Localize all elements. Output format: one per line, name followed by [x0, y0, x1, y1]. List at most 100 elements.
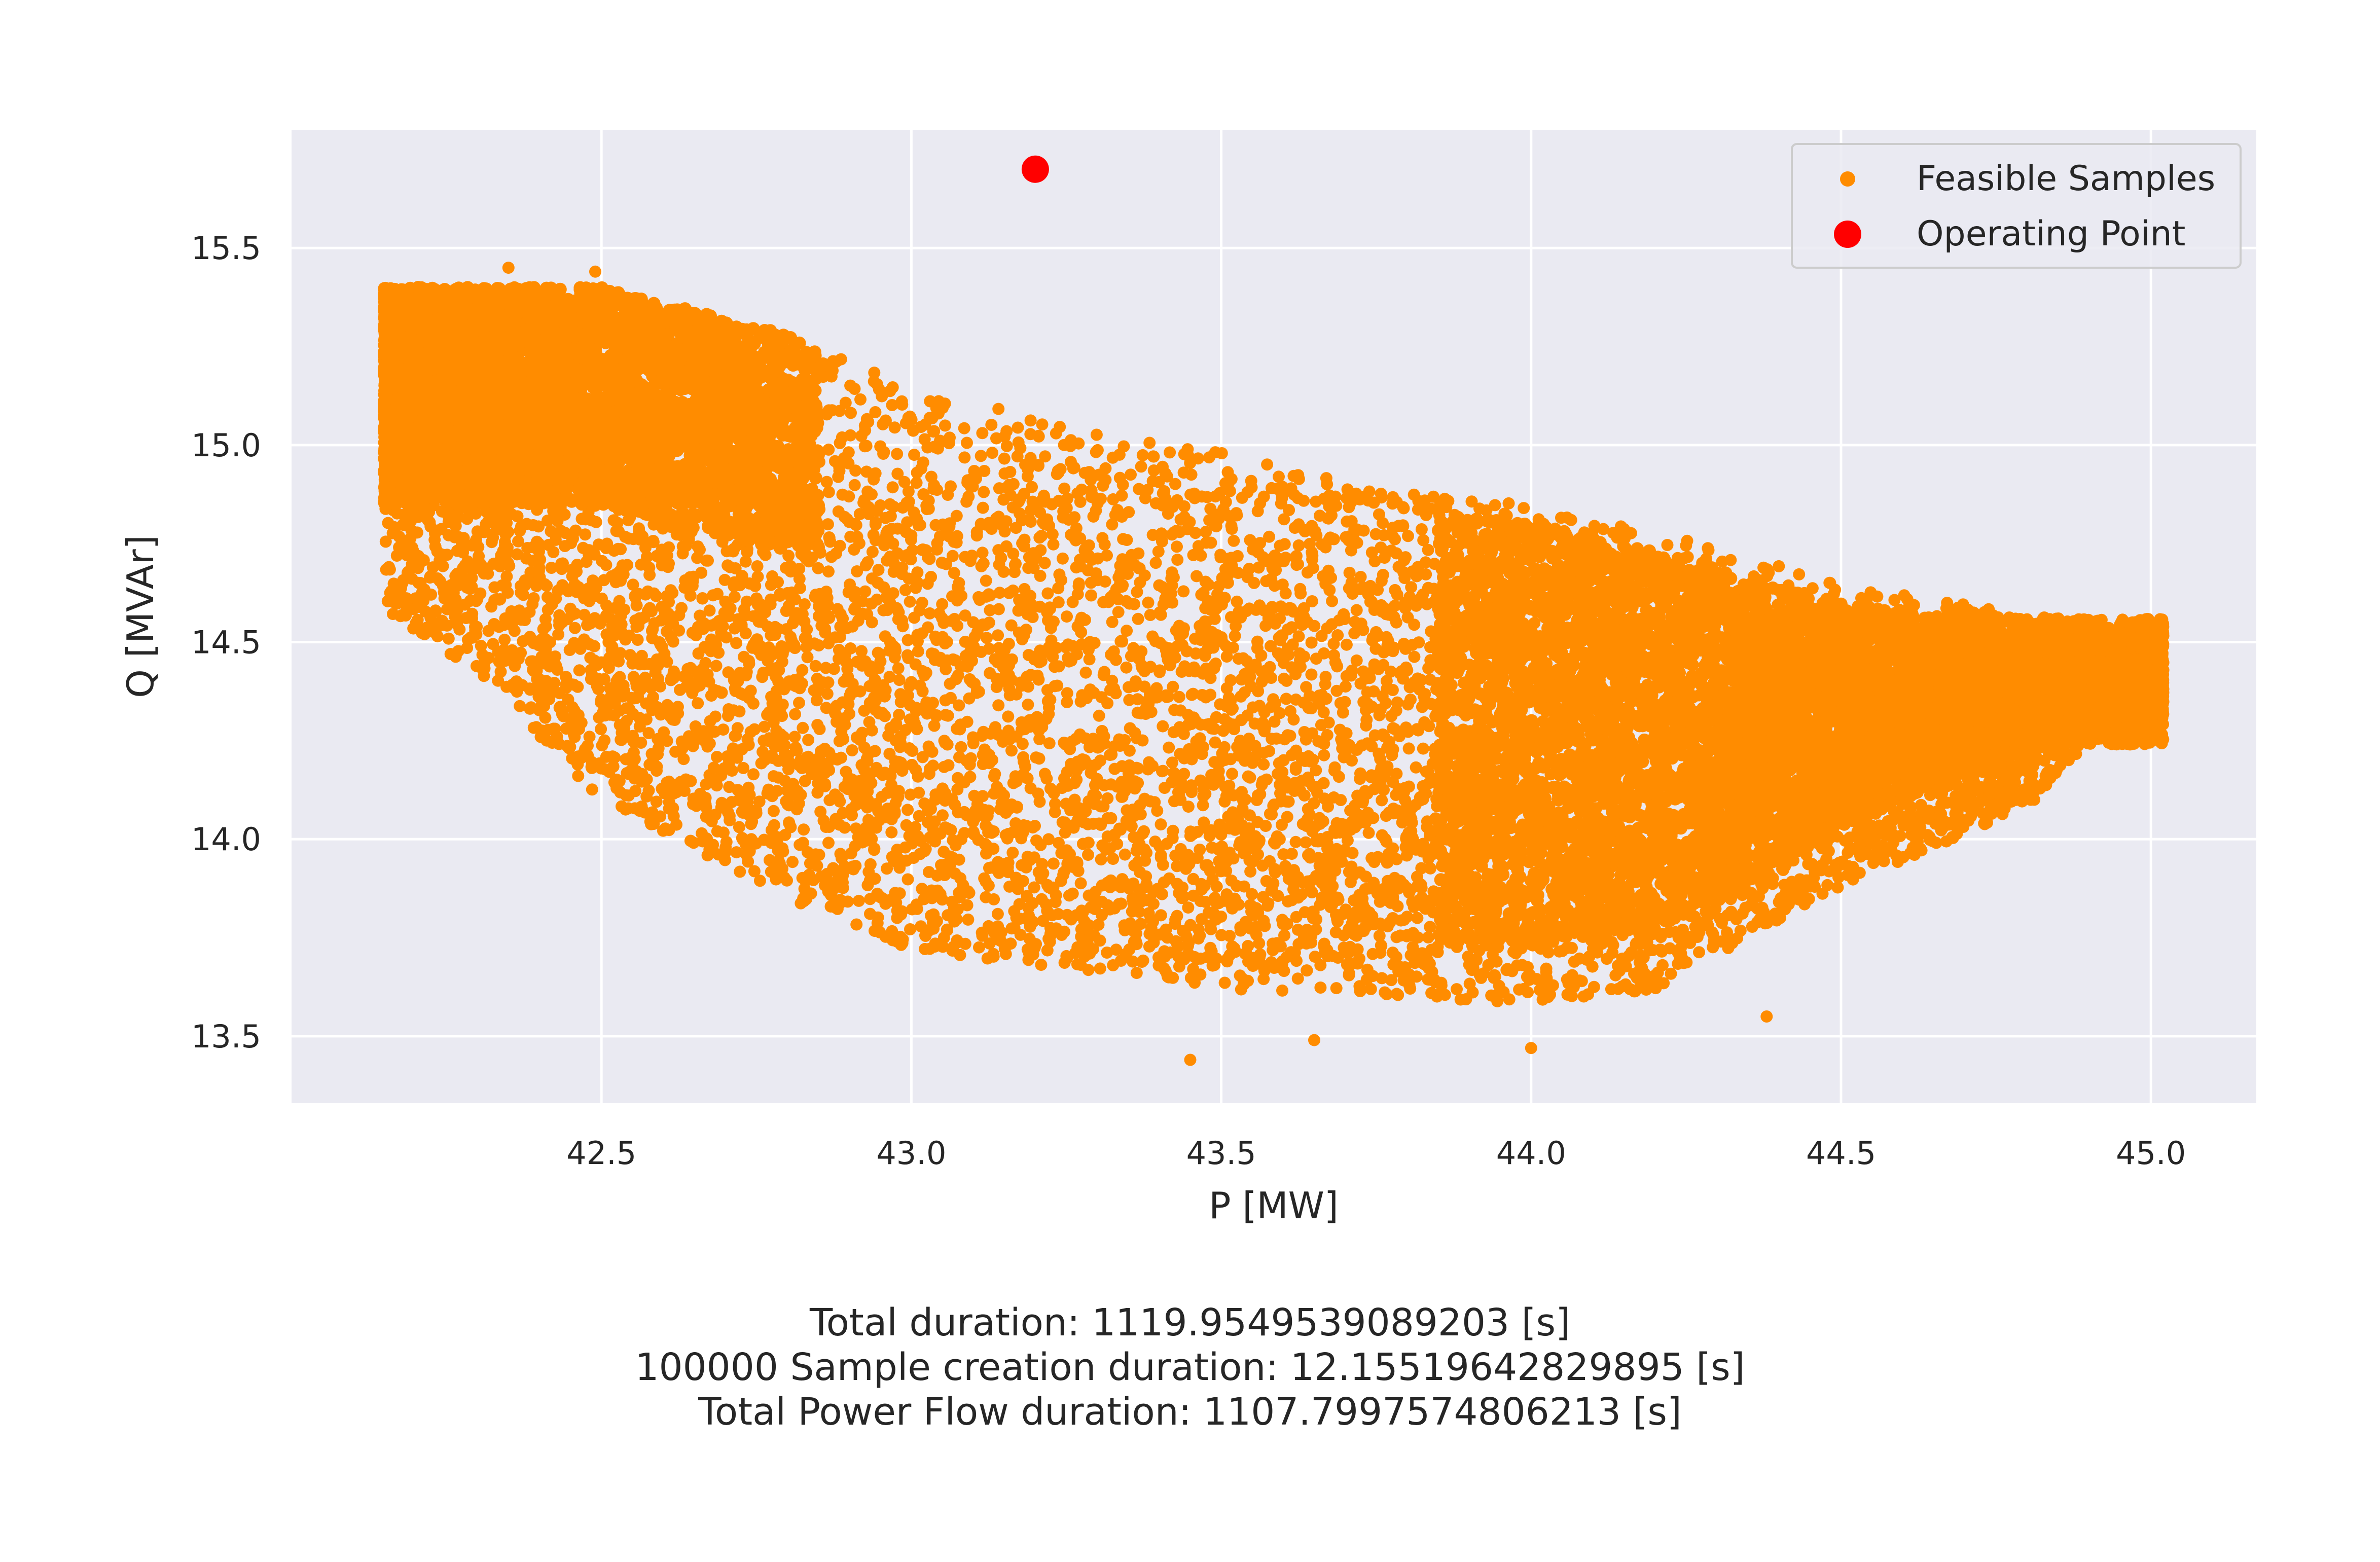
feasible-sample-point	[1177, 585, 1189, 597]
feasible-sample-point	[839, 822, 851, 834]
feasible-sample-point	[1306, 637, 1318, 649]
feasible-sample-point	[958, 451, 970, 463]
feasible-sample-point	[1034, 570, 1047, 582]
feasible-sample-point	[811, 719, 823, 731]
feasible-sample-point	[893, 709, 905, 721]
feasible-sample-point	[742, 782, 754, 794]
feasible-sample-point	[980, 876, 992, 888]
feasible-sample-point	[1005, 744, 1018, 756]
feasible-sample-point	[861, 486, 874, 498]
feasible-sample-point	[589, 612, 601, 624]
feasible-sample-point	[1351, 604, 1363, 616]
feasible-sample-point	[1605, 983, 1617, 995]
feasible-sample-point	[1404, 694, 1417, 706]
feasible-sample-point	[1082, 849, 1094, 861]
feasible-sample-point	[786, 856, 799, 868]
feasible-sample-point	[823, 486, 835, 498]
feasible-sample-point	[1156, 888, 1168, 900]
feasible-sample-point	[1110, 943, 1122, 956]
feasible-sample-point	[1132, 777, 1144, 789]
feasible-sample-point	[1422, 931, 1434, 943]
feasible-sample-point	[443, 633, 455, 645]
feasible-sample-point	[1422, 544, 1434, 556]
feasible-sample-point	[710, 660, 723, 672]
feasible-sample-point	[1073, 577, 1085, 590]
feasible-sample-point	[975, 450, 987, 462]
feasible-sample-point	[1131, 586, 1143, 598]
feasible-sample-point	[1142, 597, 1155, 609]
feasible-sample-point	[429, 527, 441, 539]
feasible-sample-point	[737, 762, 749, 774]
feasible-sample-point	[1140, 881, 1152, 893]
feasible-sample-point	[1410, 761, 1422, 774]
feasible-sample-point	[1094, 934, 1106, 947]
feasible-sample-point	[1416, 523, 1428, 535]
feasible-sample-point	[1218, 848, 1231, 860]
feasible-sample-point	[793, 697, 805, 709]
feasible-sample-point	[1117, 533, 1129, 545]
feasible-sample-point	[1155, 818, 1167, 830]
feasible-sample-point	[1244, 865, 1256, 878]
feasible-sample-point	[716, 797, 728, 809]
feasible-sample-point	[586, 669, 598, 681]
feasible-sample-point	[902, 874, 914, 886]
feasible-sample-point	[784, 560, 797, 572]
feasible-sample-point	[768, 770, 780, 782]
feasible-sample-point	[1163, 742, 1175, 754]
feasible-sample-point	[1219, 977, 1231, 989]
feasible-sample-point	[883, 748, 895, 760]
feasible-sample-point	[1147, 450, 1160, 462]
feasible-sample-point	[1191, 570, 1203, 582]
feasible-sample-point	[872, 647, 884, 659]
feasible-sample-point	[1036, 418, 1049, 430]
feasible-sample-point	[1124, 745, 1136, 757]
feasible-sample-point	[940, 694, 952, 706]
feasible-sample-point	[1314, 982, 1326, 994]
feasible-sample-point	[1185, 468, 1198, 481]
feasible-sample-point	[928, 479, 940, 491]
feasible-sample-point	[1310, 496, 1322, 508]
feasible-sample-point	[1300, 681, 1312, 693]
feasible-sample-point	[1171, 540, 1183, 553]
feasible-sample-point	[815, 870, 827, 883]
feasible-sample-point	[788, 731, 801, 743]
feasible-sample-point	[1253, 834, 1266, 846]
feasible-sample-point	[1326, 595, 1338, 607]
feasible-sample-point	[1025, 414, 1037, 426]
feasible-sample-point	[1030, 834, 1042, 847]
feasible-sample-point	[1411, 912, 1423, 924]
feasible-sample-point	[1000, 425, 1013, 438]
feasible-sample-point	[1065, 914, 1077, 926]
feasible-sample-point	[1004, 937, 1017, 950]
feasible-sample-point	[1421, 598, 1433, 610]
feasible-sample-point	[1403, 742, 1415, 754]
feasible-sample-point	[772, 576, 784, 588]
feasible-sample-point	[548, 677, 560, 689]
feasible-sample-point	[1173, 691, 1185, 703]
feasible-sample-point	[988, 893, 1000, 905]
feasible-sample-point	[1318, 749, 1330, 761]
feasible-sample-point	[1157, 720, 1169, 733]
feasible-sample-point	[1094, 962, 1106, 974]
feasible-sample-point	[1114, 472, 1126, 484]
feasible-sample-point	[924, 395, 936, 408]
feasible-sample-point	[959, 938, 971, 950]
feasible-sample-point	[1200, 692, 1212, 704]
feasible-sample-point	[844, 642, 856, 655]
feasible-sample-point	[1542, 947, 1555, 959]
feasible-sample-point	[573, 664, 586, 676]
feasible-sample-point	[833, 644, 845, 656]
feasible-sample-point	[1228, 535, 1240, 547]
feasible-sample-point	[1041, 945, 1054, 957]
feasible-sample-point	[904, 596, 916, 608]
feasible-sample-point	[1318, 777, 1330, 789]
feasible-sample-point	[1093, 919, 1105, 931]
feasible-sample-point	[921, 442, 933, 454]
feasible-sample-point	[1793, 568, 1805, 580]
feasible-sample-point	[789, 708, 801, 720]
feasible-sample-point	[586, 783, 598, 795]
feasible-sample-point	[798, 823, 810, 836]
feasible-sample-point	[743, 739, 755, 751]
